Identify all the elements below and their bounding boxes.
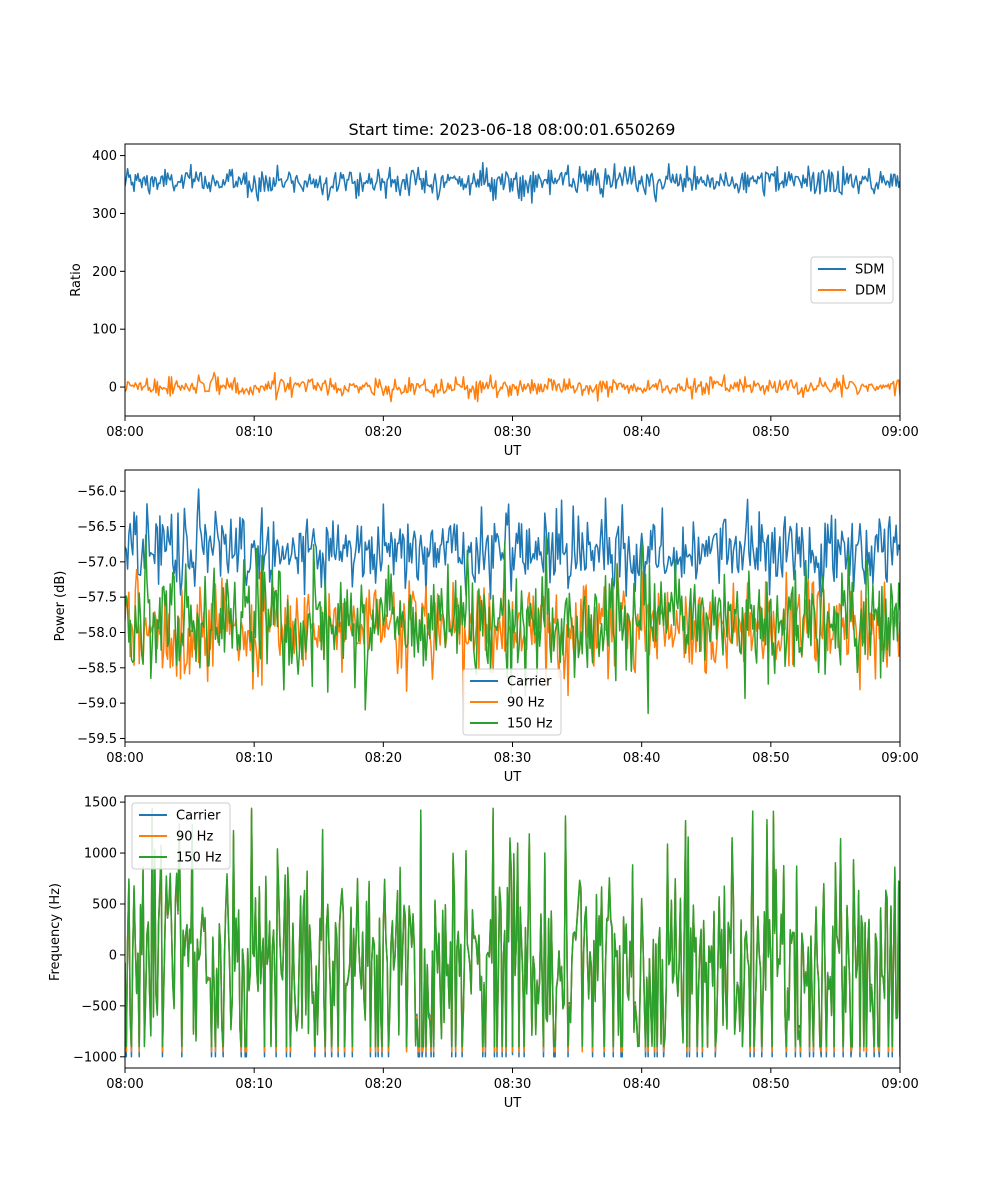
series-group xyxy=(125,161,900,403)
x-tick-label: 08:20 xyxy=(365,425,402,440)
legend-label: Carrier xyxy=(176,809,221,824)
x-tick-label: 09:00 xyxy=(881,751,918,766)
y-tick-label: 100 xyxy=(92,323,117,338)
x-tick-label: 08:40 xyxy=(623,425,660,440)
x-tick-label: 08:50 xyxy=(752,425,789,440)
legend-label: 150 Hz xyxy=(507,717,553,732)
figure-title: Start time: 2023-06-18 08:00:01.650269 xyxy=(349,120,676,139)
y-tick-label: −56.0 xyxy=(77,485,117,500)
chart-panel-3: 08:00 08:10 08:20 08:30 08:40 08:50 09:00 −1000… xyxy=(48,795,919,1111)
x-tick-label: 09:00 xyxy=(881,425,918,440)
y-axis-label: Frequency (Hz) xyxy=(48,883,63,981)
y-tick-label: −1000 xyxy=(73,1050,117,1065)
series-line-sdm xyxy=(125,161,900,204)
panels: 08:00 08:10 08:20 08:30 08:40 08:50 09:00 0 100 2… xyxy=(48,143,919,1111)
x-tick-label: 08:30 xyxy=(494,425,531,440)
x-tick-label: 08:10 xyxy=(235,1077,272,1092)
chart-panel-2: 08:00 08:10 08:20 08:30 08:40 08:50 09:00 −56.0… xyxy=(53,469,919,785)
series-line-150-hz xyxy=(125,807,900,1048)
y-axis-label: Ratio xyxy=(69,263,84,296)
legend: Carrier 90 Hz 150 Hz xyxy=(462,668,562,736)
legend-label: SDM xyxy=(855,263,884,278)
y-tick-label: −57.0 xyxy=(77,555,117,570)
x-tick-label: 08:50 xyxy=(752,1077,789,1092)
legend-label: 90 Hz xyxy=(176,830,213,845)
legend-label: 150 Hz xyxy=(176,851,222,866)
x-tick-label: 08:10 xyxy=(235,425,272,440)
legend-label: Carrier xyxy=(507,675,552,690)
series-line-carrier xyxy=(125,488,900,605)
x-axis-label: UT xyxy=(504,444,522,459)
y-tick-label: −59.0 xyxy=(77,697,117,712)
y-tick-label: 300 xyxy=(92,207,117,222)
x-tick-label: 08:00 xyxy=(106,425,143,440)
legend-label: 90 Hz xyxy=(507,696,544,711)
y-tick-label: −56.5 xyxy=(77,520,117,535)
legend: Carrier 90 Hz 150 Hz xyxy=(131,802,231,870)
series-line-150-hz xyxy=(125,534,900,715)
y-axis-label: Power (dB) xyxy=(53,571,68,642)
legend: SDM DDM xyxy=(810,256,894,304)
y-tick-label: 0 xyxy=(109,948,117,963)
y-tick-label: −500 xyxy=(81,999,117,1014)
x-tick-label: 09:00 xyxy=(881,1077,918,1092)
y-tick-label: −58.5 xyxy=(77,661,117,676)
x-tick-label: 08:00 xyxy=(106,751,143,766)
y-tick-label: 500 xyxy=(92,897,117,912)
x-tick-label: 08:00 xyxy=(106,1077,143,1092)
y-tick-label: 200 xyxy=(92,265,117,280)
y-tick-label: −57.5 xyxy=(77,591,117,606)
x-tick-label: 08:30 xyxy=(494,1077,531,1092)
x-axis-label: UT xyxy=(504,1096,522,1111)
x-tick-label: 08:10 xyxy=(235,751,272,766)
x-axis-label: UT xyxy=(504,770,522,785)
series-group xyxy=(125,807,900,1058)
y-tick-label: 1500 xyxy=(84,796,117,811)
x-tick-label: 08:20 xyxy=(365,751,402,766)
x-tick-label: 08:20 xyxy=(365,1077,402,1092)
legend-label: DDM xyxy=(855,284,886,299)
legend-box xyxy=(131,802,231,870)
y-tick-label: −58.0 xyxy=(77,626,117,641)
chart-panel-1: 08:00 08:10 08:20 08:30 08:40 08:50 09:00 0 100 2… xyxy=(69,143,919,459)
series-line-ddm xyxy=(125,371,900,403)
y-tick-label: 0 xyxy=(109,381,117,396)
y-tick-label: 1000 xyxy=(84,847,117,862)
y-tick-label: −59.5 xyxy=(77,732,117,747)
y-tick-label: 400 xyxy=(92,149,117,164)
x-tick-label: 08:40 xyxy=(623,751,660,766)
x-tick-label: 08:30 xyxy=(494,751,531,766)
x-tick-label: 08:50 xyxy=(752,751,789,766)
series-group xyxy=(125,488,900,720)
x-tick-label: 08:40 xyxy=(623,1077,660,1092)
legend-box xyxy=(462,668,562,736)
